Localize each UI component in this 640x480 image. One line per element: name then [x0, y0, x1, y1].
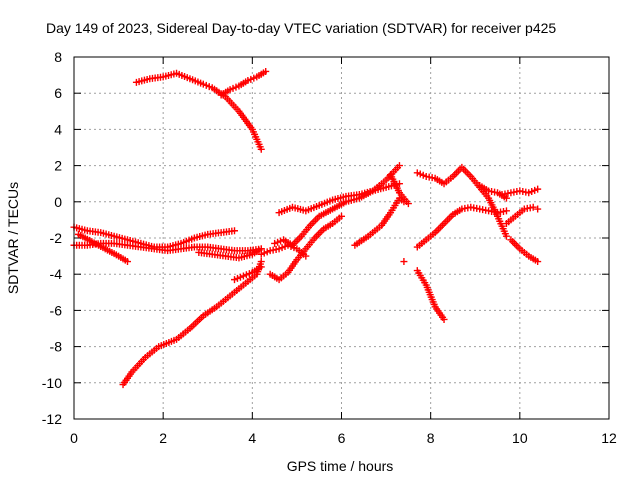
chart-title: Day 149 of 2023, Sidereal Day-to-day VTE… [46, 20, 556, 36]
x-tick-label: 8 [427, 430, 435, 446]
x-tick-label: 6 [338, 430, 346, 446]
x-tick-labels: 0 2 4 6 8 10 12 [70, 430, 617, 446]
series-low-left-3 [74, 230, 131, 266]
data-point [124, 258, 131, 266]
x-tick-label: 4 [248, 430, 256, 446]
y-tick-label: -4 [50, 266, 63, 282]
grid-lines [74, 57, 609, 419]
plot-frame [73, 56, 610, 420]
data-point [395, 162, 403, 170]
data-point [440, 315, 448, 323]
y-tick-label: -12 [42, 411, 62, 427]
series-mid-1 [231, 263, 265, 284]
data-point [404, 200, 412, 208]
y-tick-label: 2 [54, 158, 62, 174]
series-right-2 [413, 203, 510, 251]
series-low-left-4 [195, 245, 265, 262]
series-mid-5 [257, 241, 310, 260]
data-point [257, 145, 265, 153]
series-isolated [400, 258, 408, 266]
data-point [534, 258, 542, 266]
data-point [400, 258, 408, 266]
data-point [302, 252, 310, 260]
series-mid-3 [271, 162, 403, 249]
x-tick-label: 12 [601, 430, 617, 446]
x-tick-label: 0 [70, 430, 78, 446]
series-upper-branch [217, 67, 270, 99]
y-tick-label: -8 [50, 339, 63, 355]
data-point [262, 67, 270, 75]
series-right-5 [502, 203, 542, 228]
y-tick-label: 8 [54, 49, 62, 65]
y-tick-label: 0 [54, 194, 62, 210]
series-mid-4 [266, 212, 345, 284]
data-point [529, 203, 537, 211]
y-tick-label: -2 [50, 230, 63, 246]
data-point [338, 212, 345, 220]
data-point [534, 185, 542, 193]
series-mid-6 [351, 194, 408, 249]
series-right-6 [507, 236, 542, 266]
y-axis-label: SDTVAR / TECUs [5, 182, 21, 294]
x-axis-label: GPS time / hours [287, 458, 394, 474]
y-tick-label: -10 [42, 375, 62, 391]
data-point [257, 263, 265, 271]
x-tick-label: 2 [159, 430, 167, 446]
series-right-1 [413, 163, 510, 240]
x-tick-label: 10 [512, 430, 528, 446]
data-point [231, 227, 238, 235]
data-point [502, 194, 510, 202]
series-drop-2 [413, 267, 448, 323]
series-low-left-2 [70, 239, 265, 255]
data-points [70, 67, 542, 389]
data-point [502, 232, 510, 240]
y-tick-label: 6 [54, 85, 62, 101]
series-long-rise [119, 258, 265, 389]
y-tick-labels: 8 6 4 2 0 -2 -4 -6 -8 -10 -12 [42, 49, 62, 427]
data-point [502, 207, 510, 215]
series-mid-2 [275, 180, 403, 217]
series-upper-arc [132, 69, 265, 153]
series-drop-1 [387, 171, 412, 208]
series-right-4 [498, 185, 542, 199]
data-point [534, 205, 542, 213]
y-tick-label: 4 [54, 121, 62, 137]
y-tick-label: -6 [50, 302, 63, 318]
